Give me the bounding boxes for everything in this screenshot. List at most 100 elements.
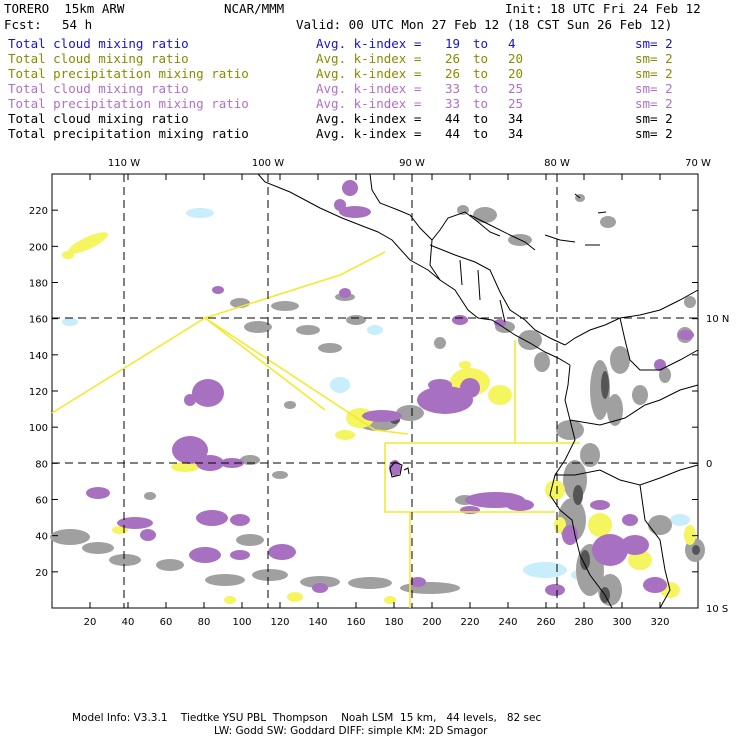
latitude-label: 10 N [706, 314, 729, 325]
legend-name: Total cloud mixing ratio [8, 81, 189, 96]
legend-name: Total cloud mixing ratio [8, 51, 189, 66]
legend-to-word: to [473, 66, 489, 81]
legend-sm: sm= 2 [635, 111, 673, 126]
legend-to: 34 [508, 126, 524, 141]
model-info-line1: Model Info: V3.3.1 Tiedtke YSU PBL Thomp… [72, 712, 542, 724]
region-boundaries [51, 251, 580, 608]
longitude-label: 100 W [252, 158, 284, 169]
latitude-label: 10 S [706, 604, 728, 615]
legend-from: 44 [445, 126, 461, 141]
legend-from: 26 [445, 51, 461, 66]
legend-row: Total cloud mixing ratio Avg. k-index = 33… [0, 81, 740, 96]
legend-row: Total precipitation mixing ratio Avg. k-i… [0, 126, 740, 141]
legend-from: 44 [445, 111, 461, 126]
legend-to: 25 [508, 81, 524, 96]
x-tick-label: 120 [270, 617, 289, 628]
legend-to-word: to [473, 51, 489, 66]
x-tick-label: 200 [422, 617, 441, 628]
legend-index-label: Avg. k-index = [316, 51, 422, 66]
legend-sm: sm= 2 [635, 81, 673, 96]
legend-sm: sm= 2 [635, 36, 673, 51]
legend-row: Total cloud mixing ratio Avg. k-index = 44… [0, 111, 740, 126]
x-tick-label: 20 [84, 617, 97, 628]
legend-name: Total precipitation mixing ratio [8, 126, 249, 141]
longitude-label: 70 W [685, 158, 711, 169]
legend-name: Total cloud mixing ratio [8, 111, 189, 126]
right-latitude-labels: 10 N 0 10 S [706, 314, 729, 615]
x-tick-label: 260 [536, 617, 555, 628]
org-label: NCAR/MMM [224, 1, 285, 16]
legend-name: Total precipitation mixing ratio [8, 66, 249, 81]
y-tick-label: 80 [35, 459, 48, 470]
y-tick-label: 160 [29, 315, 48, 326]
y-tick-label: 60 [35, 496, 48, 507]
forecast-label: Fcst: [4, 17, 42, 32]
model-title: TORERO 15km ARW [4, 1, 125, 16]
legend-to: 25 [508, 96, 524, 111]
y-tick-label: 20 [35, 568, 48, 579]
bottom-axis-labels: 20 40 60 80 100 120 140 160 180 200 220 240 260 280 30… [84, 617, 670, 628]
x-tick-label: 220 [460, 617, 479, 628]
legend-to: 4 [508, 36, 516, 51]
legend-to-word: to [473, 81, 489, 96]
latitude-label: 0 [706, 459, 712, 470]
legend-sm: sm= 2 [635, 126, 673, 141]
legend-row: Total cloud mixing ratio Avg. k-index = 26… [0, 51, 740, 66]
x-tick-label: 80 [198, 617, 211, 628]
x-tick-label: 40 [122, 617, 135, 628]
y-tick-label: 180 [29, 279, 48, 290]
y-tick-label: 40 [35, 532, 48, 543]
legend-name: Total precipitation mixing ratio [8, 96, 249, 111]
coastlines [257, 173, 699, 609]
x-tick-label: 100 [232, 617, 251, 628]
model-info-line2: LW: Godd SW: Goddard DIFF: simple KM: 2D… [214, 725, 488, 737]
longitude-label: 90 W [399, 158, 425, 169]
legend-index-label: Avg. k-index = [316, 81, 422, 96]
y-tick-label: 200 [29, 242, 48, 253]
x-tick-label: 160 [346, 617, 365, 628]
legend-from: 33 [445, 96, 461, 111]
forecast-hour: 54 h [62, 17, 93, 32]
legend-index-label: Avg. k-index = [316, 96, 422, 111]
longitude-label: 110 W [108, 158, 140, 169]
x-tick-label: 280 [574, 617, 593, 628]
legend-name: Total cloud mixing ratio [8, 36, 189, 51]
legend-row: Total precipitation mixing ratio Avg. k-i… [0, 96, 740, 111]
y-tick-label: 140 [29, 351, 48, 362]
legend-from: 19 [445, 36, 461, 51]
legend-sm: sm= 2 [635, 66, 673, 81]
legend-index-label: Avg. k-index = [316, 66, 422, 81]
x-tick-label: 300 [612, 617, 631, 628]
x-tick-label: 60 [160, 617, 173, 628]
legend-to: 20 [508, 66, 524, 81]
lat-lon-grid [52, 174, 698, 608]
legend-to-word: to [473, 126, 489, 141]
valid-time: Valid: 00 UTC Mon 27 Feb 12 (18 CST Sun … [296, 17, 673, 32]
legend-to-word: to [473, 96, 489, 111]
left-axis-labels: 220 200 180 160 140 120 100 80 60 40 20 [29, 206, 48, 579]
y-tick-label: 100 [29, 423, 48, 434]
legend-to-word: to [473, 111, 489, 126]
legend-sm: sm= 2 [635, 96, 673, 111]
y-tick-label: 220 [29, 206, 48, 217]
top-longitude-labels: 110 W 100 W 90 W 80 W 70 W [108, 158, 711, 169]
legend-to-word: to [473, 36, 489, 51]
legend-index-label: Avg. k-index = [316, 36, 422, 51]
x-tick-label: 140 [308, 617, 327, 628]
x-tick-label: 180 [384, 617, 403, 628]
y-tick-label: 120 [29, 387, 48, 398]
legend-sm: sm= 2 [635, 51, 673, 66]
legend-row: Total cloud mixing ratio Avg. k-index = 19… [0, 36, 740, 51]
init-time: Init: 18 UTC Fri 24 Feb 12 [505, 1, 701, 16]
legend-to: 34 [508, 111, 524, 126]
x-tick-label: 320 [650, 617, 669, 628]
axis-ticks [52, 174, 698, 608]
legend-to: 20 [508, 51, 524, 66]
legend-index-label: Avg. k-index = [316, 126, 422, 141]
legend-from: 26 [445, 66, 461, 81]
legend-index-label: Avg. k-index = [316, 111, 422, 126]
x-tick-label: 240 [498, 617, 517, 628]
legend-from: 33 [445, 81, 461, 96]
legend-row: Total precipitation mixing ratio Avg. k-i… [0, 66, 740, 81]
